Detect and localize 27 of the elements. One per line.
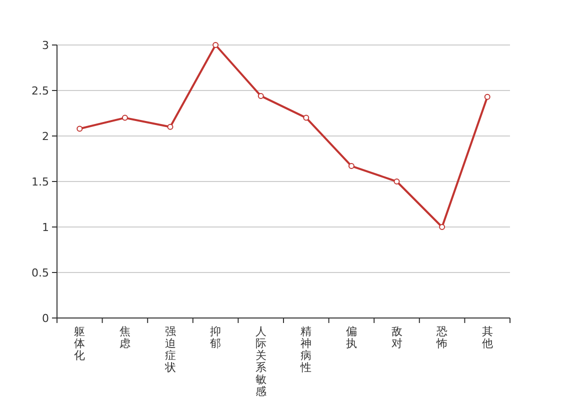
point (76, 126, 83, 132)
x-tick-label: 精神病性 (300, 325, 312, 374)
x-tick-label: 恐怖 (436, 325, 448, 350)
x-tick-label: 人际关系敏感 (255, 325, 266, 398)
point (303, 114, 310, 121)
point (212, 42, 219, 48)
x-tick-label: 敌对 (391, 325, 402, 350)
point (394, 178, 400, 184)
point (258, 92, 264, 99)
point (348, 163, 354, 170)
x-tick-label: 焦虑 (119, 325, 130, 350)
x-tick-label: 强迫症状 (164, 325, 176, 374)
x-tick-label: 偏执 (346, 325, 357, 350)
point (484, 94, 490, 100)
point (167, 124, 174, 130)
y-tick-label: 3 (42, 39, 49, 52)
y-tick-label: 1 (42, 221, 49, 234)
y-tick-label: 2 (42, 130, 49, 143)
x-tick-label: 抑郁 (210, 325, 222, 350)
x-tick-label: 其他 (482, 325, 493, 350)
y-tick-label: 0.5 (32, 266, 49, 280)
y-tick-label: 1.5 (32, 176, 49, 188)
x-tick-label: 躯体化 (74, 325, 86, 362)
y-tick-label: 0 (42, 312, 49, 325)
y-tick-label: 2.5 (32, 84, 49, 98)
point (122, 114, 128, 121)
point (439, 224, 446, 230)
